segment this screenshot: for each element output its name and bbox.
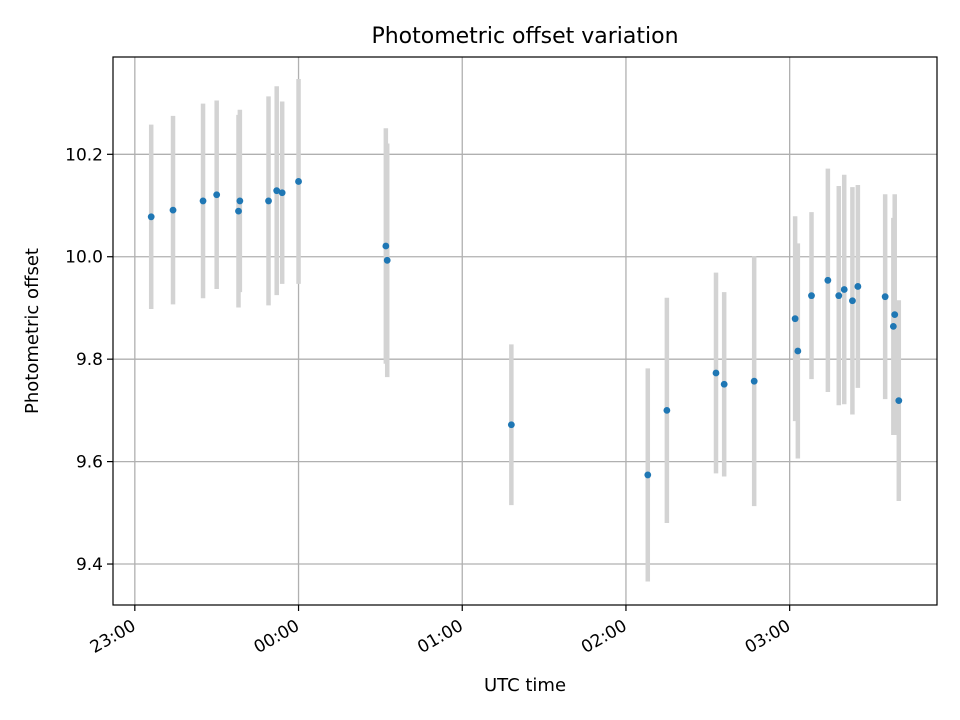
- x-tick-label: 02:00: [578, 616, 630, 658]
- y-axis-ticks: 9.4 9.6 9.8 10.0 10.2: [65, 145, 113, 575]
- y-tick-label: 9.6: [76, 453, 103, 473]
- x-axis-ticks: 23:00 00:00 01:00 02:00 03:00: [87, 605, 794, 658]
- data-point: [507, 421, 515, 429]
- data-point: [891, 311, 899, 319]
- x-tick-label: 03:00: [742, 616, 794, 658]
- data-point: [644, 471, 652, 479]
- data-point: [199, 197, 207, 205]
- data-point: [881, 293, 889, 301]
- plot-frame: [112, 56, 938, 606]
- data-point: [808, 292, 815, 300]
- x-tick-label: 23:00: [87, 616, 139, 658]
- y-tick-label: 9.4: [76, 555, 103, 575]
- data-point: [147, 213, 155, 221]
- data-point: [278, 189, 286, 197]
- data-point: [273, 187, 281, 195]
- data-point: [840, 286, 848, 293]
- data-point: [169, 206, 177, 214]
- data-point: [712, 369, 720, 377]
- data-point: [791, 315, 799, 323]
- data-point: [382, 242, 390, 250]
- data-point: [824, 276, 832, 284]
- y-tick-label: 9.8: [76, 350, 103, 370]
- data-point: [295, 178, 302, 185]
- data-point: [720, 380, 728, 388]
- data-point: [889, 322, 897, 330]
- data-point: [663, 406, 671, 414]
- data-point: [235, 207, 242, 215]
- data-points: [147, 178, 903, 479]
- data-point: [794, 347, 802, 355]
- y-axis-label: Photometric offset: [22, 248, 43, 414]
- x-tick-label: 01:00: [414, 616, 466, 658]
- data-point: [236, 197, 244, 205]
- chart-title: Photometric offset variation: [371, 24, 678, 49]
- x-axis-label: UTC time: [484, 675, 566, 696]
- data-point: [750, 377, 758, 385]
- data-point: [213, 191, 221, 199]
- x-tick-label: 00:00: [251, 616, 303, 658]
- data-point: [849, 297, 856, 305]
- data-point: [383, 256, 391, 264]
- data-point: [835, 292, 843, 300]
- data-point: [265, 197, 272, 205]
- data-point: [854, 283, 862, 290]
- y-tick-label: 10.2: [65, 145, 103, 165]
- data-point: [895, 397, 903, 405]
- y-tick-label: 10.0: [65, 248, 103, 268]
